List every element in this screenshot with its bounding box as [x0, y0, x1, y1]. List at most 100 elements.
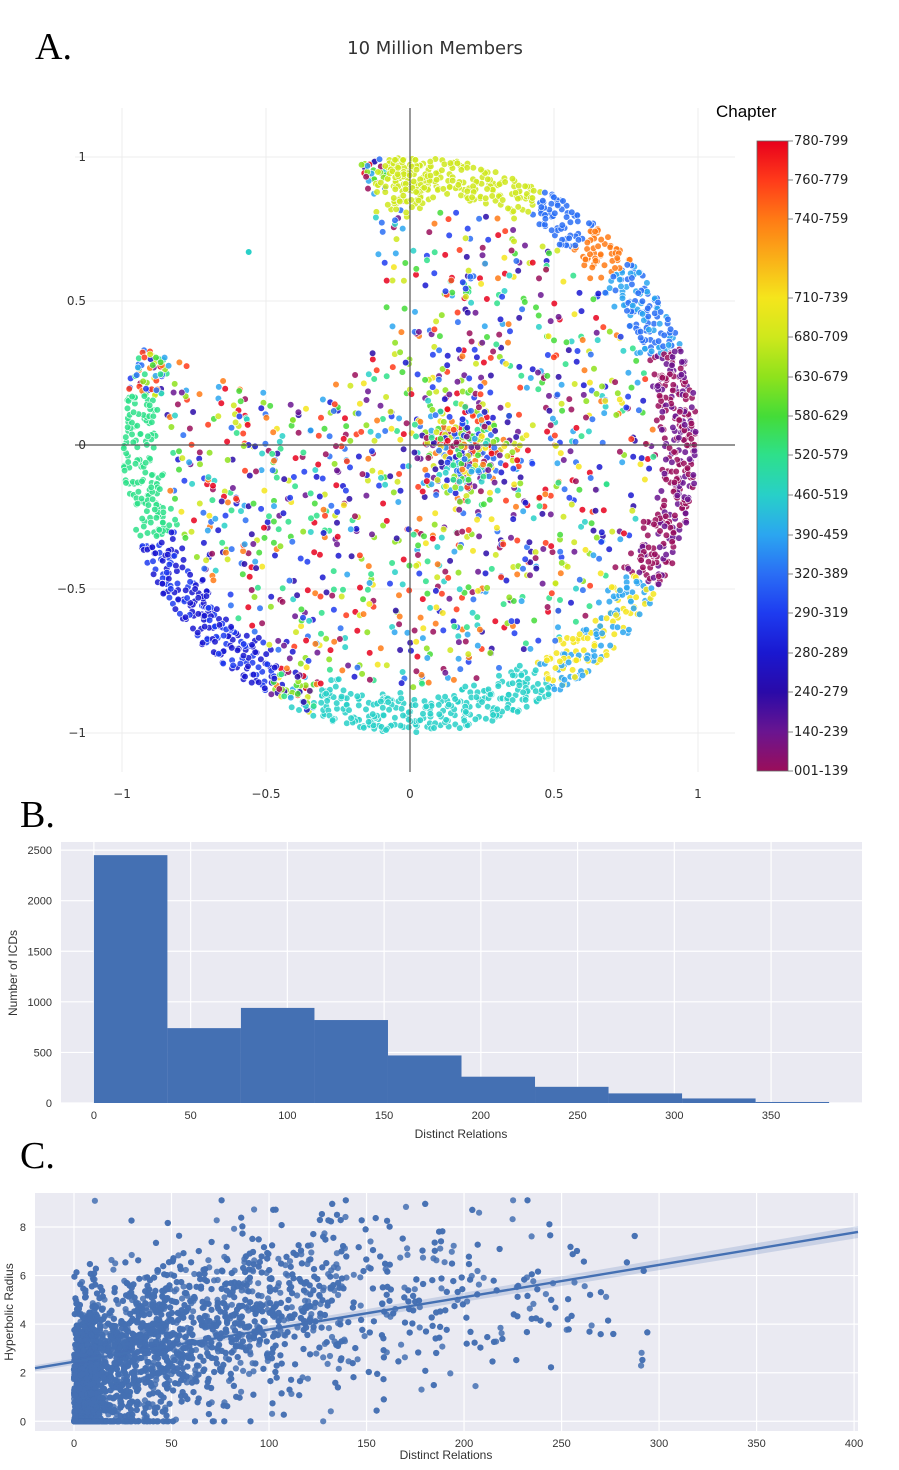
- data-point: [494, 682, 502, 690]
- data-point: [456, 246, 464, 254]
- data-point: [396, 646, 404, 654]
- data-point: [422, 702, 430, 711]
- data-point: [623, 307, 631, 315]
- data-point: [581, 612, 590, 620]
- data-point: [478, 698, 486, 706]
- data-point: [586, 379, 594, 387]
- x-tick-label: 250: [568, 1110, 586, 1122]
- data-point: [467, 468, 476, 476]
- data-point: [208, 496, 216, 504]
- data-point: [120, 444, 128, 452]
- data-point: [503, 452, 512, 460]
- data-point: [524, 446, 532, 455]
- data-point: [392, 235, 401, 243]
- data-point: [571, 380, 579, 388]
- data-point: [183, 594, 191, 602]
- data-point: [304, 586, 312, 594]
- histogram-bar: [461, 1076, 536, 1103]
- y-tick-label: −1: [68, 726, 86, 740]
- data-point: [170, 388, 178, 397]
- data-point: [171, 495, 179, 503]
- data-point: [420, 184, 428, 192]
- data-point: [186, 571, 194, 579]
- data-point: [140, 353, 148, 362]
- data-point: [456, 498, 464, 506]
- data-point: [343, 570, 351, 579]
- data-point: [317, 679, 325, 688]
- data-point: [627, 597, 635, 606]
- data-point: [391, 216, 399, 224]
- data-point: [430, 325, 439, 334]
- data-point: [411, 156, 420, 164]
- data-point: [252, 564, 260, 572]
- data-point: [295, 429, 303, 437]
- data-point: [397, 328, 406, 336]
- data-point: [568, 208, 576, 216]
- data-point: [474, 641, 482, 650]
- data-point: [338, 666, 346, 675]
- data-point: [268, 450, 276, 458]
- data-point: [340, 501, 348, 509]
- data-point: [233, 429, 241, 437]
- y-tick-label: 0: [78, 438, 86, 452]
- data-point: [142, 385, 150, 393]
- data-point: [557, 400, 566, 408]
- data-point: [370, 375, 378, 383]
- data-point: [550, 353, 558, 361]
- data-point: [547, 200, 556, 208]
- data-point: [313, 511, 321, 520]
- data-point: [455, 638, 463, 646]
- data-point: [455, 506, 463, 514]
- data-point: [429, 351, 437, 359]
- data-point: [508, 246, 516, 255]
- y-tick-label: 2500: [28, 845, 52, 857]
- data-point: [455, 346, 463, 354]
- data-point: [453, 159, 462, 167]
- data-point: [530, 514, 538, 522]
- data-point: [462, 234, 470, 242]
- data-point: [510, 480, 518, 489]
- data-point: [325, 655, 333, 664]
- data-point: [258, 619, 266, 627]
- data-point: [662, 455, 670, 464]
- data-point: [199, 576, 207, 584]
- data-point: [477, 166, 485, 174]
- data-points: [120, 154, 700, 736]
- data-point: [412, 265, 420, 273]
- data-point: [501, 178, 509, 186]
- data-point: [535, 494, 544, 502]
- data-point: [288, 703, 296, 711]
- data-point: [523, 384, 531, 392]
- data-point: [668, 361, 676, 369]
- data-point: [526, 645, 535, 653]
- data-point: [228, 644, 236, 652]
- data-point: [616, 276, 624, 284]
- data-point: [505, 271, 514, 280]
- data-point: [471, 346, 479, 354]
- data-point: [596, 656, 604, 664]
- data-point: [323, 697, 331, 705]
- data-point: [613, 254, 621, 262]
- data-point: [526, 571, 534, 579]
- data-point: [415, 569, 423, 578]
- data-point: [478, 432, 486, 440]
- data-point: [410, 530, 418, 539]
- data-point: [419, 624, 427, 632]
- data-point: [392, 249, 400, 257]
- data-point: [398, 679, 406, 687]
- data-point: [432, 587, 440, 595]
- data-point: [653, 416, 661, 425]
- data-point: [440, 160, 449, 168]
- data-point: [514, 203, 522, 211]
- data-point: [681, 448, 689, 456]
- data-point: [618, 458, 626, 466]
- data-point: [650, 520, 658, 528]
- data-point: [606, 641, 614, 650]
- data-point: [374, 432, 382, 440]
- data-point: [483, 333, 491, 341]
- data-point: [423, 256, 431, 264]
- data-point: [658, 408, 667, 416]
- data-point: [218, 539, 226, 547]
- data-point: [391, 628, 399, 636]
- data-point: [541, 490, 549, 498]
